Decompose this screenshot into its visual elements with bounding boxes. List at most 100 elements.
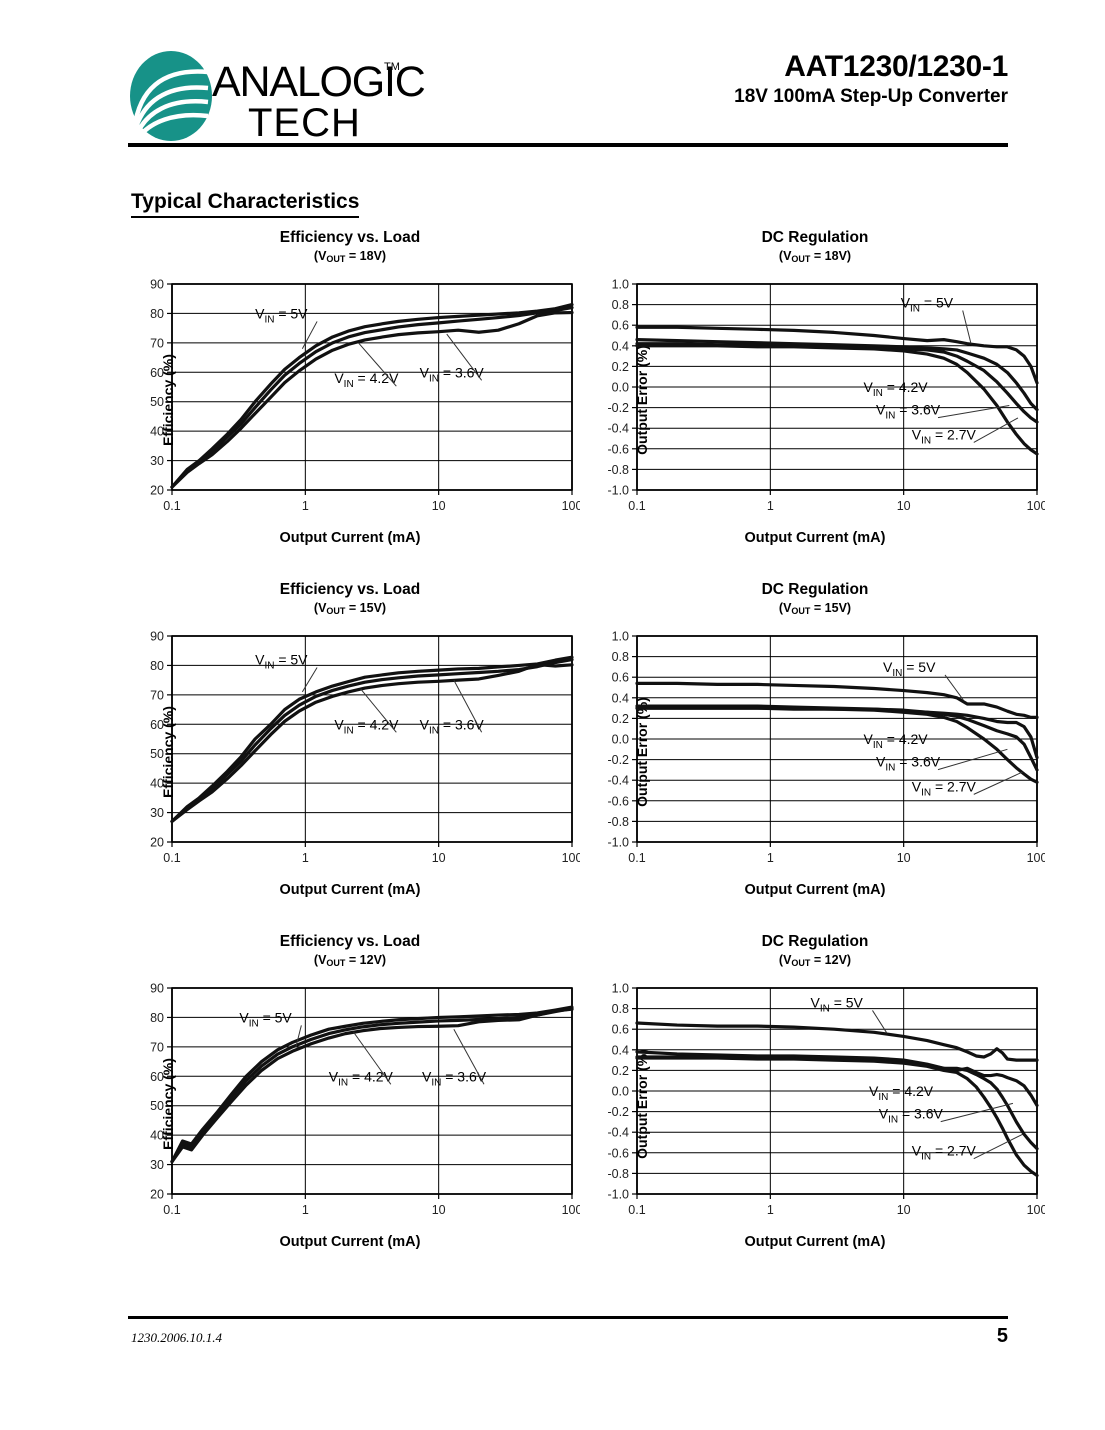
x-axis-label: Output Current (mA): [279, 881, 421, 898]
svg-text:-1.0: -1.0: [607, 1187, 629, 1201]
charts-container: Efficiency vs. Load (VOUT = 18V) Efficienc…: [0, 228, 1105, 1284]
svg-text:60: 60: [150, 366, 164, 380]
svg-text:0.2: 0.2: [612, 360, 629, 374]
svg-text:70: 70: [150, 1040, 164, 1054]
analogic-logo-mark: [130, 51, 212, 141]
svg-text:1.0: 1.0: [612, 981, 629, 995]
page-header: ANALOGIC TM TECH AAT1230/1230-1 18V 100m…: [128, 44, 1008, 144]
svg-text:TM: TM: [384, 61, 400, 73]
series-annotation: VIN = 3.6V: [420, 364, 485, 384]
plot-svg: 20 30 40 50 60 70 80 90 0.1 1 10 100 VIN = 5V VIN = 4…: [150, 981, 580, 1217]
svg-text:100: 100: [562, 499, 580, 513]
data-series-group: [170, 1005, 574, 1164]
svg-text:50: 50: [150, 747, 164, 761]
svg-text:-0.2: -0.2: [607, 753, 629, 767]
chart-dc-regulation-18v: DC Regulation (VOUT = 18V) Output Error (%…: [585, 228, 1045, 558]
svg-text:90: 90: [150, 277, 164, 291]
section-heading: Typical Characteristics: [131, 190, 360, 218]
svg-text:10: 10: [897, 1203, 911, 1217]
svg-text:0.8: 0.8: [612, 298, 629, 312]
product-subtitle: 18V 100mA Step-Up Converter: [734, 86, 1008, 107]
svg-text:0.1: 0.1: [163, 499, 180, 513]
svg-text:-0.8: -0.8: [607, 815, 629, 829]
svg-text:0.6: 0.6: [612, 1023, 629, 1037]
series-annotation: VIN = 3.6V: [879, 1106, 944, 1126]
document-code: 1230.2006.10.1.4: [131, 1330, 222, 1345]
plot-svg: 1.0 0.8 0.6 0.4 0.2 0.0 -0.2 -0.4 -0.6 -0.8 -1.0 0.…: [607, 629, 1045, 865]
page-number: 5: [996, 1325, 1008, 1347]
svg-text:1: 1: [767, 1203, 774, 1217]
svg-text:10: 10: [432, 499, 446, 513]
svg-text:-0.4: -0.4: [607, 774, 629, 788]
series-annotation: VIN = 2.7V: [912, 1143, 977, 1163]
svg-text:90: 90: [150, 629, 164, 643]
svg-text:40: 40: [150, 777, 164, 791]
svg-text:100: 100: [1027, 499, 1045, 513]
series-line: [170, 655, 574, 823]
svg-text:0.1: 0.1: [628, 499, 645, 513]
chart-subtitle: (VOUT = 18V): [313, 249, 387, 264]
series-line: [635, 337, 1039, 412]
x-axis-label: Output Current (mA): [744, 881, 886, 898]
svg-text:30: 30: [150, 806, 164, 820]
series-annotation: VIN = 4.2V: [869, 1083, 934, 1103]
svg-text:-0.4: -0.4: [607, 422, 629, 436]
chart-subtitle: (VOUT = 12V): [313, 953, 387, 968]
svg-text:-0.6: -0.6: [607, 442, 629, 456]
svg-text:0.1: 0.1: [628, 1203, 645, 1217]
svg-text:0.2: 0.2: [612, 712, 629, 726]
svg-text:0.4: 0.4: [612, 339, 629, 353]
plot-area: Output Error (%) 1.0 0.8 0.6 0.4 0.2 0.0 -0.2 -0…: [585, 980, 1045, 1228]
series-annotation: VIN = 3.6V: [420, 716, 485, 736]
chart-subtitle: (VOUT = 12V): [778, 953, 852, 968]
svg-text:1.0: 1.0: [612, 277, 629, 291]
svg-text:50: 50: [150, 395, 164, 409]
document-title-block: AAT1230/1230-1 18V 100mA Step-Up Convert…: [734, 50, 1008, 110]
chart-title: DC Regulation: [761, 581, 869, 598]
series-annotation: VIN = 5V: [255, 305, 308, 325]
svg-text:10: 10: [897, 851, 911, 865]
svg-text:50: 50: [150, 1099, 164, 1113]
svg-text:0.1: 0.1: [163, 1203, 180, 1217]
series-annotation: VIN = 5V: [883, 659, 936, 679]
svg-text:-0.6: -0.6: [607, 1146, 629, 1160]
svg-text:-0.2: -0.2: [607, 1105, 629, 1119]
series-annotation: VIN = 3.6V: [876, 402, 941, 422]
plot-svg: 1.0 0.8 0.6 0.4 0.2 0.0 -0.2 -0.4 -0.6 -0.8 -1.0 0.…: [607, 981, 1045, 1217]
svg-text:40: 40: [150, 1129, 164, 1143]
svg-text:-1.0: -1.0: [607, 835, 629, 849]
svg-text:80: 80: [150, 659, 164, 673]
series-annotation: VIN = 5V: [901, 295, 954, 315]
svg-text:20: 20: [150, 483, 164, 497]
chart-row-15v: Efficiency vs. Load (VOUT = 15V) Efficienc…: [0, 580, 1105, 932]
svg-text:70: 70: [150, 688, 164, 702]
series-line: [170, 1007, 574, 1164]
series-line: [170, 657, 574, 823]
svg-text:100: 100: [1027, 851, 1045, 865]
svg-text:1: 1: [767, 851, 774, 865]
chart-title: Efficiency vs. Load: [279, 229, 421, 246]
chart-dc-regulation-12v: DC Regulation (VOUT = 12V) Output Error (%…: [585, 932, 1045, 1262]
svg-text:1: 1: [302, 1203, 309, 1217]
svg-text:-0.8: -0.8: [607, 1167, 629, 1181]
chart-efficiency-12v: Efficiency vs. Load (VOUT = 12V) Efficienc…: [120, 932, 580, 1262]
series-line: [635, 1021, 1039, 1062]
svg-text:TECH: TECH: [248, 101, 361, 144]
svg-text:ANALOGIC: ANALOGIC: [212, 58, 425, 106]
svg-text:-1.0: -1.0: [607, 483, 629, 497]
series-annotation: VIN = 3.6V: [422, 1068, 487, 1088]
plot-svg: 1.0 0.8 0.6 0.4 0.2 0.0 -0.2 -0.4 -0.6 -0.8 -1.0 0.…: [607, 277, 1045, 513]
company-logo: ANALOGIC TM TECH: [128, 46, 428, 146]
svg-text:30: 30: [150, 1158, 164, 1172]
svg-text:20: 20: [150, 835, 164, 849]
plot-area: Efficiency (%) 20 30 40 50 60 70 80 90 0.1 1 10 100 V…: [120, 276, 580, 524]
svg-text:-0.8: -0.8: [607, 463, 629, 477]
svg-text:60: 60: [150, 1070, 164, 1084]
svg-text:0.8: 0.8: [612, 1002, 629, 1016]
chart-efficiency-18v: Efficiency vs. Load (VOUT = 18V) Efficienc…: [120, 228, 580, 558]
svg-text:0.1: 0.1: [628, 851, 645, 865]
header-divider: [128, 143, 1008, 147]
svg-text:1.0: 1.0: [612, 629, 629, 643]
series-line: [170, 1005, 574, 1164]
